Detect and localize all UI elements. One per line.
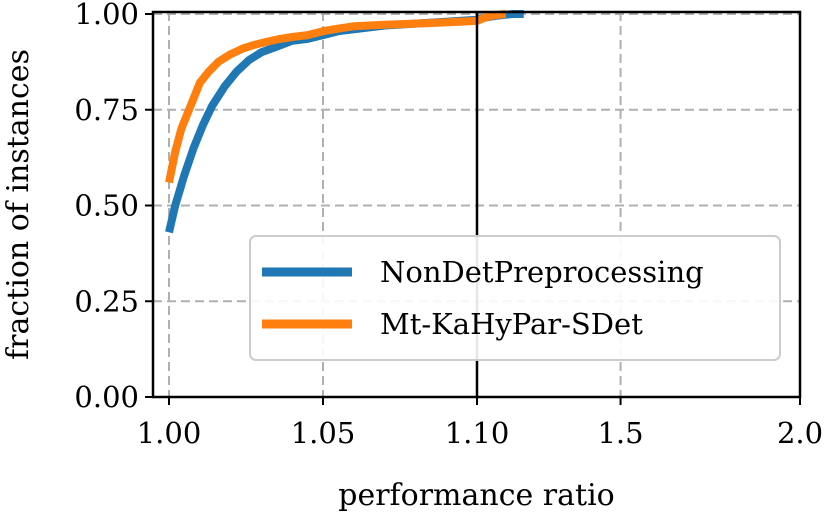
y-tick-label: 0.75 bbox=[74, 93, 139, 127]
series-line-nondetpreprocessing bbox=[165, 10, 524, 234]
x-tick-label: 1.05 bbox=[291, 416, 356, 450]
y-axis-label: fraction of instances bbox=[1, 49, 36, 360]
x-tick-label: 2.0 bbox=[777, 416, 823, 450]
x-tick-label: 1.5 bbox=[597, 416, 643, 450]
y-axis-ticks: 0.00 0.25 0.50 0.75 1.00 bbox=[74, 0, 153, 414]
legend-label-mt-kahypar-sdet: Mt-KaHyPar-SDet bbox=[380, 307, 643, 341]
x-axis-label: performance ratio bbox=[338, 478, 615, 513]
y-tick-label: 0.25 bbox=[74, 284, 139, 318]
x-tick-label: 1.00 bbox=[137, 416, 202, 450]
y-tick-label: 0.00 bbox=[74, 380, 139, 414]
x-tick-label: 1.10 bbox=[445, 416, 510, 450]
legend-label-nondetpreprocessing: NonDetPreprocessing bbox=[380, 255, 704, 289]
series-lines bbox=[165, 10, 524, 234]
legend: NonDetPreprocessing Mt-KaHyPar-SDet bbox=[249, 235, 781, 361]
legend-box bbox=[249, 235, 781, 361]
y-tick-label: 0.50 bbox=[74, 189, 139, 223]
series-line-mt-kahypar-sdet bbox=[165, 10, 507, 184]
x-axis-ticks: 1.00 1.05 1.10 1.5 2.0 bbox=[137, 397, 823, 450]
y-tick-label: 1.00 bbox=[74, 0, 139, 31]
